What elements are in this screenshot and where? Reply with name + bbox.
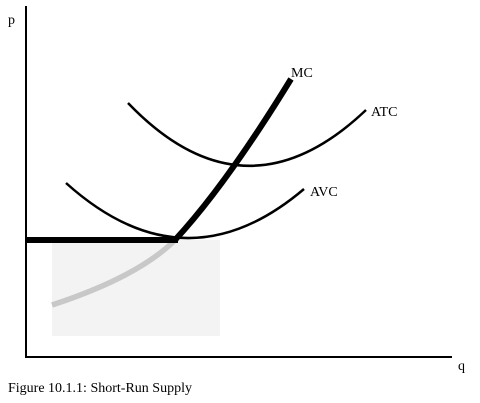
- avc-label: AVC: [310, 185, 338, 200]
- mc-below-shutdown: [51, 237, 178, 308]
- shaded-region: [52, 240, 220, 336]
- figure-caption: Figure 10.1.1: Short-Run Supply: [8, 381, 192, 396]
- y-axis-label: p: [8, 13, 15, 28]
- atc-label: ATC: [371, 105, 397, 120]
- atc-curve: [127, 102, 367, 167]
- mc-label: MC: [291, 66, 313, 81]
- avc-curve: [65, 182, 305, 240]
- x-axis-label: q: [458, 359, 465, 374]
- mc-curve-supply: [172, 77, 294, 243]
